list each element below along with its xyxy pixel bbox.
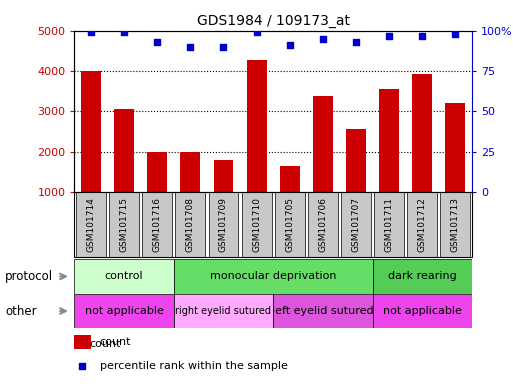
Bar <box>174 259 372 294</box>
Bar <box>273 294 372 328</box>
Text: GSM101716: GSM101716 <box>153 197 162 252</box>
Text: GSM101710: GSM101710 <box>252 197 261 252</box>
Text: GSM101708: GSM101708 <box>186 197 195 252</box>
Text: GSM101706: GSM101706 <box>319 197 327 252</box>
Text: count: count <box>100 337 131 347</box>
Bar <box>247 60 267 232</box>
Point <box>286 42 294 48</box>
Bar <box>372 294 472 328</box>
Bar <box>280 166 300 232</box>
Text: not applicable: not applicable <box>85 306 164 316</box>
Bar <box>412 74 432 232</box>
Text: other: other <box>5 305 37 318</box>
Title: GDS1984 / 109173_at: GDS1984 / 109173_at <box>196 14 350 28</box>
Point <box>87 29 95 35</box>
Bar <box>174 294 273 328</box>
Bar <box>346 129 366 232</box>
Text: GSM101712: GSM101712 <box>418 197 427 252</box>
Text: GSM101707: GSM101707 <box>351 197 361 252</box>
Bar <box>379 89 399 232</box>
Text: GSM101714: GSM101714 <box>87 197 95 252</box>
Point <box>252 29 261 35</box>
Bar <box>213 160 233 232</box>
Bar <box>74 259 174 294</box>
Text: dark rearing: dark rearing <box>388 271 457 281</box>
Text: right eyelid sutured: right eyelid sutured <box>175 306 271 316</box>
Point <box>319 36 327 42</box>
Text: GSM101705: GSM101705 <box>285 197 294 252</box>
Bar <box>181 152 200 232</box>
Text: GSM101711: GSM101711 <box>385 197 393 252</box>
Bar <box>275 192 305 257</box>
Point <box>186 44 194 50</box>
Point <box>153 39 161 45</box>
Text: GSM101709: GSM101709 <box>219 197 228 252</box>
Bar <box>114 109 134 232</box>
Text: left eyelid sutured: left eyelid sutured <box>272 306 373 316</box>
Text: control: control <box>105 271 144 281</box>
Bar <box>242 192 271 257</box>
Bar <box>147 152 167 232</box>
Text: GSM101715: GSM101715 <box>120 197 129 252</box>
Bar <box>313 96 333 232</box>
Text: monocular deprivation: monocular deprivation <box>210 271 337 281</box>
Bar <box>372 259 472 294</box>
Text: count: count <box>90 339 121 349</box>
Bar <box>441 192 470 257</box>
Point <box>78 363 86 369</box>
Text: GSM101713: GSM101713 <box>451 197 460 252</box>
Bar <box>445 103 465 232</box>
Bar <box>175 192 205 257</box>
Text: not applicable: not applicable <box>383 306 462 316</box>
Bar <box>81 71 101 232</box>
Point <box>385 33 393 39</box>
Bar <box>74 335 90 349</box>
Point <box>451 31 460 37</box>
Bar <box>374 192 404 257</box>
Point <box>352 39 360 45</box>
Bar <box>341 192 371 257</box>
Bar <box>142 192 172 257</box>
Point <box>120 29 128 35</box>
Bar <box>308 192 338 257</box>
Point <box>418 33 426 39</box>
Bar <box>109 192 139 257</box>
Bar <box>76 192 106 257</box>
Bar <box>74 294 174 328</box>
Text: protocol: protocol <box>5 270 53 283</box>
Text: percentile rank within the sample: percentile rank within the sample <box>100 361 287 371</box>
Bar <box>209 192 239 257</box>
Point <box>220 44 228 50</box>
Bar <box>407 192 437 257</box>
